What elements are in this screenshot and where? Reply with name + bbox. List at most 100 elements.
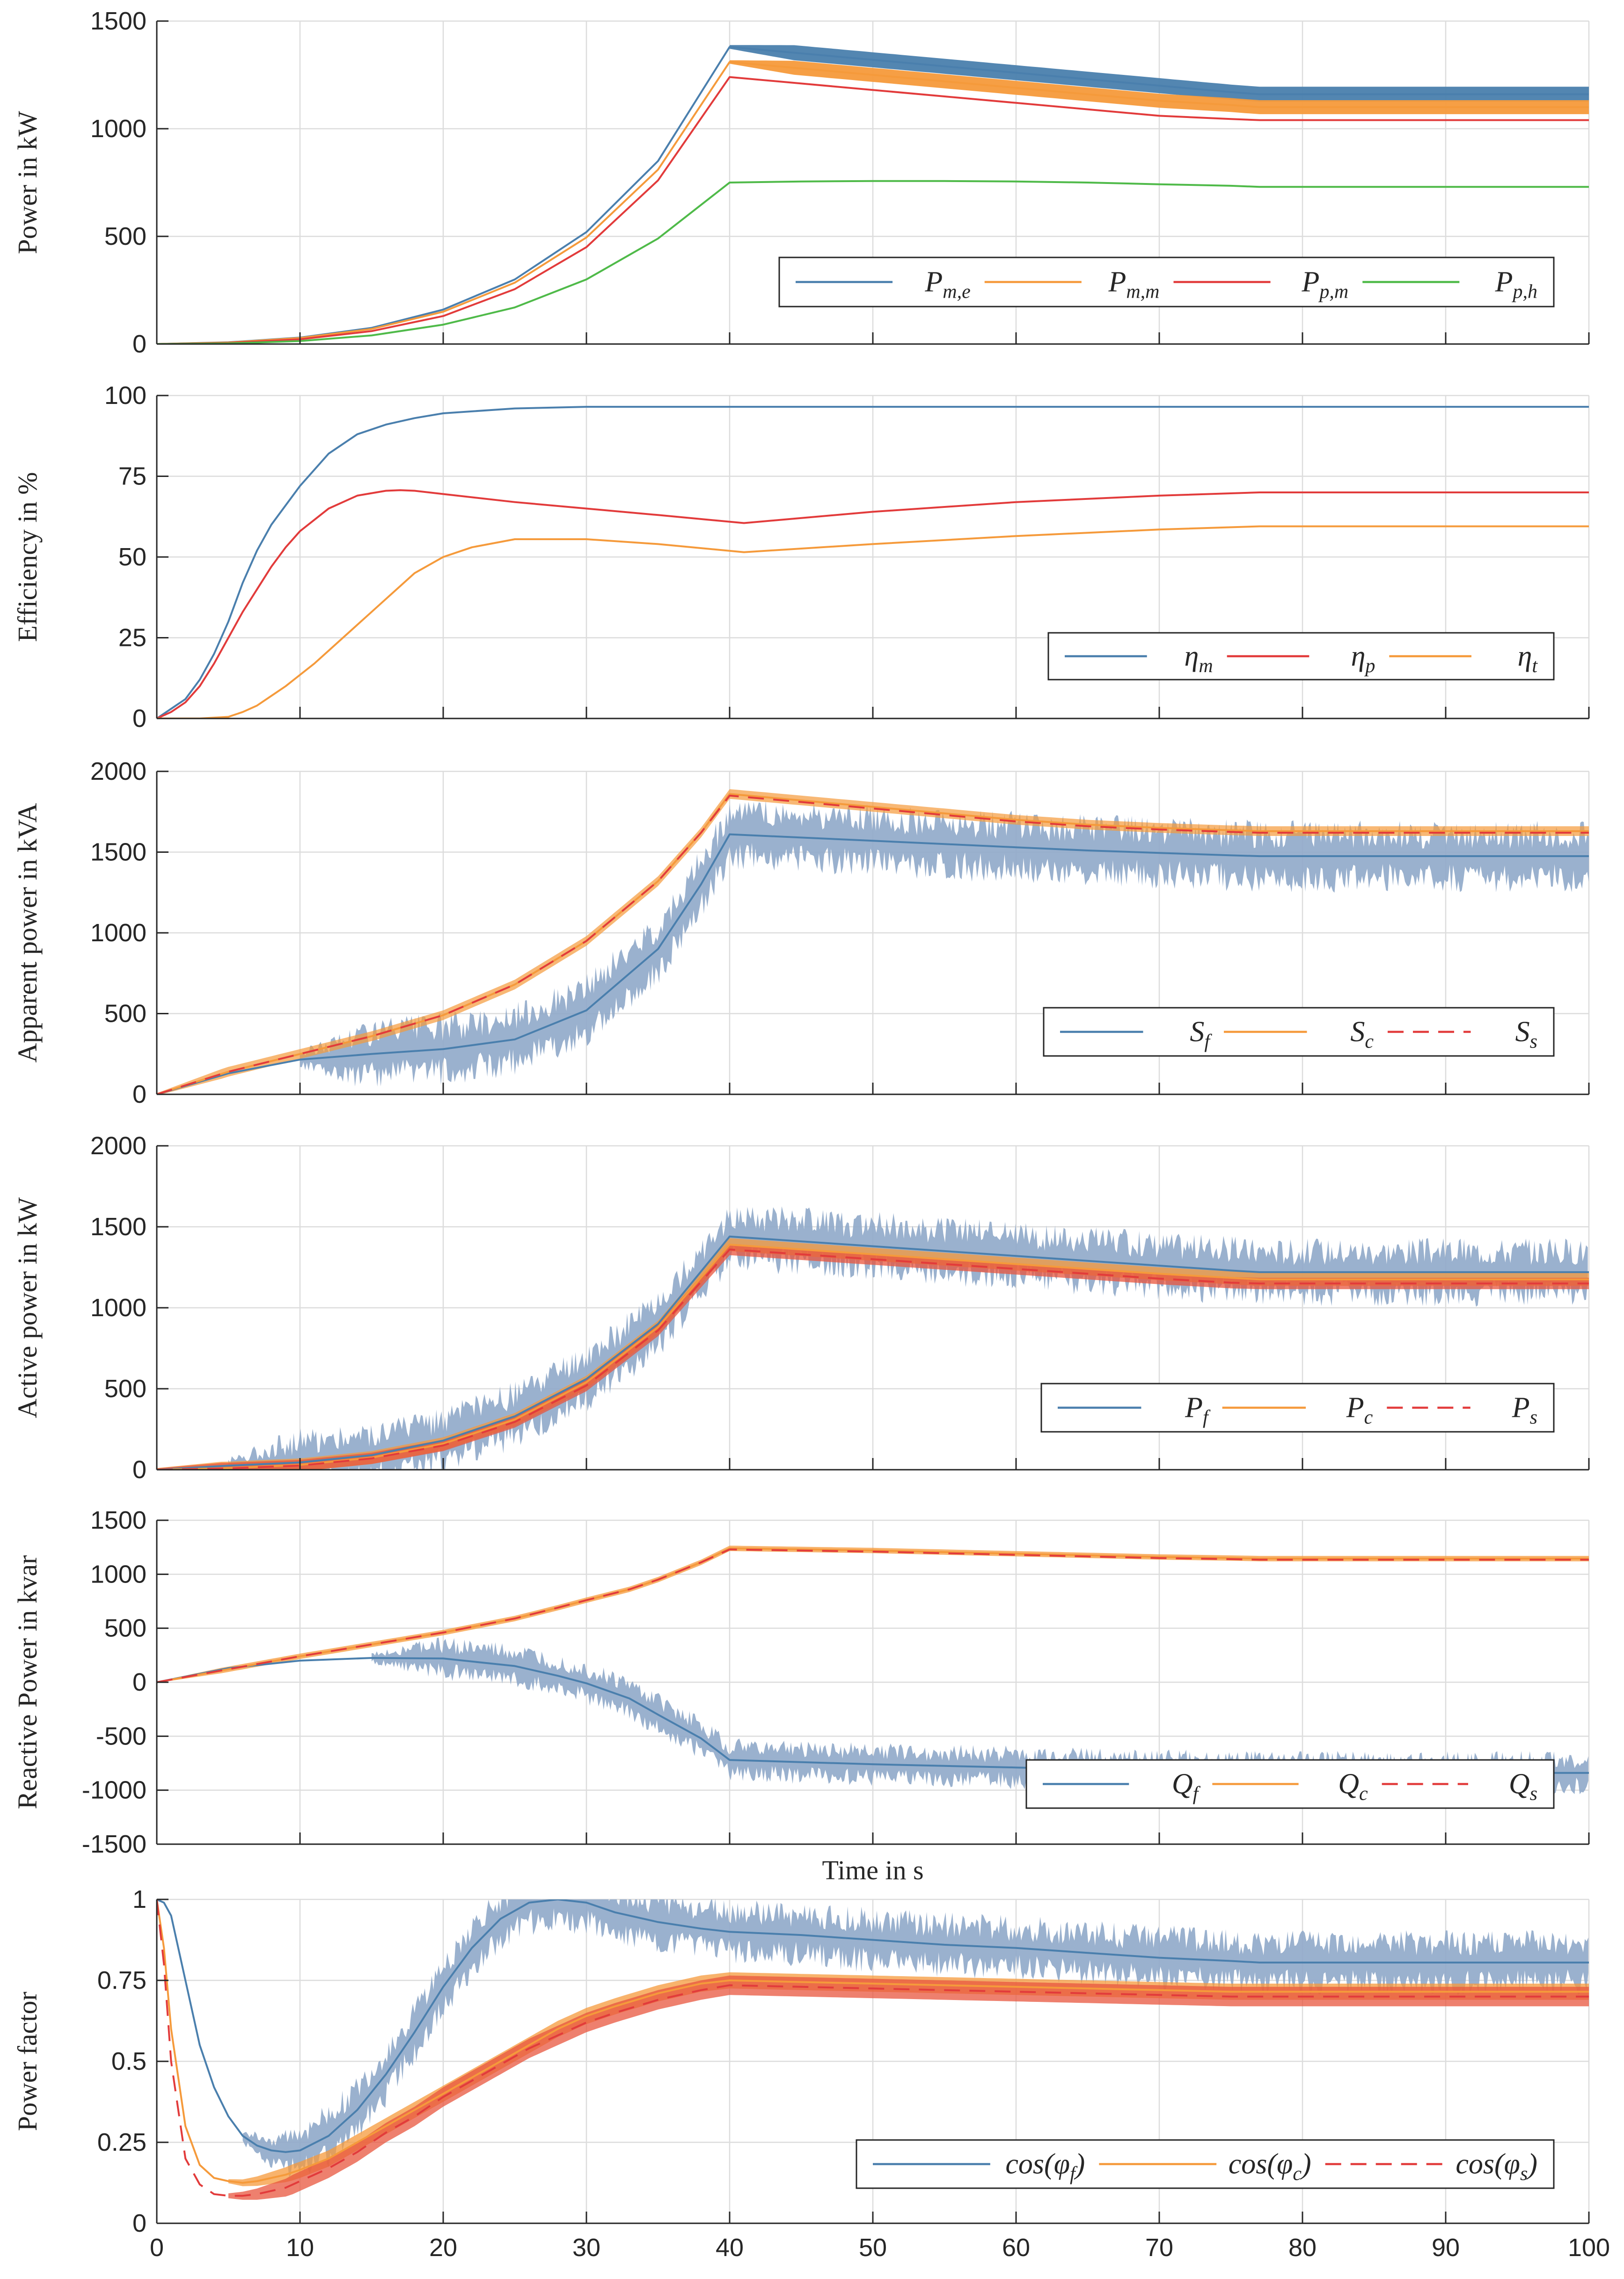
- series-line-1: [157, 406, 1589, 718]
- legend-label-2: Qc: [1338, 1768, 1368, 1805]
- y-tick-label: 0: [132, 704, 146, 733]
- legend-label-2: Pm,m: [1108, 266, 1159, 303]
- y-tick-label: -1500: [82, 1830, 146, 1858]
- y-tick-label: 1500: [90, 7, 146, 35]
- series-line-4: [157, 180, 1589, 344]
- series-line-3: [157, 76, 1589, 344]
- series-line-1: [157, 1235, 1589, 1470]
- legend-label-1: Pm,e: [924, 266, 970, 303]
- y-tick-label: 500: [104, 1375, 146, 1403]
- series-band-1: [372, 1637, 1588, 1795]
- y-axis-label: Active power in kW: [12, 1197, 43, 1418]
- series-layer: [157, 1206, 1589, 1470]
- x-tick-label: 90: [1432, 2234, 1460, 2262]
- legend-label-2: ηp: [1351, 640, 1375, 677]
- y-tick-label: -1000: [82, 1776, 146, 1804]
- legend-label-1: cos(φf): [1005, 2148, 1085, 2185]
- y-tick-label: 0: [132, 1456, 146, 1484]
- y-tick-label: 0: [132, 1668, 146, 1696]
- x-tick-label: 50: [859, 2234, 887, 2262]
- series-line-2: [157, 489, 1589, 718]
- legend-label-1: ηm: [1185, 640, 1213, 677]
- series-line-2: [157, 793, 1589, 1094]
- series-band-1: [730, 45, 1589, 102]
- legend: Pm,e Pm,m Pp,m Pp,h: [778, 256, 1555, 308]
- series-line-1: [157, 46, 1589, 344]
- y-tick-label: 75: [118, 462, 146, 491]
- y-tick-label: 1: [132, 1885, 146, 1913]
- legend-label-3: ηt: [1518, 640, 1538, 677]
- legend: cos(φf) cos(φc) cos(φs): [856, 2139, 1555, 2189]
- legend-label-2: cos(φc): [1229, 2148, 1311, 2185]
- legend: Sf Sc Ss: [1043, 1007, 1555, 1057]
- x-axis-label: Time in s: [822, 1855, 923, 1885]
- y-tick-label: 0: [132, 1080, 146, 1108]
- y-tick-label: 1000: [90, 919, 146, 947]
- y-tick-label: 1000: [90, 1560, 146, 1588]
- legend-label-3: Pp,m: [1302, 266, 1349, 303]
- x-tick-label: 80: [1288, 2234, 1317, 2262]
- chart-panel-1: 0 500 1000 1500 Power in kW Pm,e Pm,m Pp,m Pp,h: [12, 7, 1590, 358]
- series-line-2: [157, 1244, 1589, 1470]
- legend: Pf Pc Ps: [1040, 1383, 1555, 1433]
- series-line-3: [157, 1248, 1589, 1470]
- x-tick-label: 100: [1568, 2234, 1610, 2262]
- chart-panel-2: 0 25 50 75 100 Efficiency in % ηm ηp ηt: [12, 381, 1590, 733]
- series-layer: [157, 789, 1589, 1094]
- series-line-2: [157, 61, 1589, 344]
- chart-panel-5: -1500 -1000 -500 0 500 1000 1500 Reactive Power…: [12, 1506, 1590, 1885]
- legend-label-2: Pc: [1346, 1392, 1373, 1429]
- series-layer: [157, 406, 1589, 718]
- y-axis-label: Power factor: [12, 1992, 43, 2131]
- y-tick-label: 1500: [90, 1213, 146, 1241]
- y-tick-label: 1500: [90, 838, 146, 866]
- y-tick-label: 2000: [90, 757, 146, 785]
- series-line-3: [157, 1548, 1589, 1683]
- x-tick-label: 70: [1145, 2234, 1173, 2262]
- chart-panel-3: 0 500 1000 1500 2000 Apparent power in kVA Sf S…: [12, 757, 1590, 1108]
- x-tick-label: 0: [150, 2234, 164, 2262]
- y-tick-label: 0.5: [111, 2047, 146, 2075]
- x-tick-label: 40: [716, 2234, 744, 2262]
- y-tick-label: 1000: [90, 1294, 146, 1322]
- series-band-1: [300, 800, 1589, 1087]
- y-axis-label: Apparent power in kVA: [12, 803, 43, 1063]
- series-line-3: [157, 525, 1589, 718]
- y-tick-label: 500: [104, 1000, 146, 1028]
- y-tick-label: 1500: [90, 1506, 146, 1534]
- y-tick-label: 25: [118, 624, 146, 652]
- series-band-2: [730, 60, 1589, 114]
- x-tick-label: 60: [1002, 2234, 1030, 2262]
- legend: Qf Qc Qs: [1025, 1759, 1555, 1809]
- legend-label-3: Ps: [1512, 1392, 1537, 1429]
- y-tick-label: 0.75: [97, 1966, 146, 1994]
- y-tick-label: 0.25: [97, 2128, 146, 2156]
- x-tick-label: 10: [286, 2234, 314, 2262]
- y-axis-label: Efficiency in %: [12, 472, 43, 642]
- x-tick-label: 30: [572, 2234, 600, 2262]
- legend: ηm ηp ηt: [1047, 632, 1555, 681]
- legend-label-3: Ss: [1515, 1016, 1537, 1053]
- y-tick-label: 0: [132, 330, 146, 358]
- y-tick-label: 100: [104, 381, 146, 410]
- series-line-1: [157, 833, 1589, 1094]
- y-tick-label: 2000: [90, 1132, 146, 1160]
- y-tick-label: 500: [104, 1614, 146, 1642]
- series-band-3: [228, 1975, 1589, 2200]
- series-layer: [157, 45, 1589, 344]
- y-axis-label: Power in kW: [12, 111, 43, 254]
- series-band-1: [242, 1899, 1588, 2177]
- y-axis-label: Reactive Power in kvar: [12, 1555, 43, 1810]
- legend-label-4: Pp,h: [1495, 266, 1537, 303]
- series-line-2: [157, 1899, 1589, 2184]
- y-tick-label: 500: [104, 222, 146, 250]
- y-tick-label: -500: [96, 1722, 146, 1750]
- series-line-1: [157, 1899, 1589, 2153]
- legend-label-3: cos(φs): [1456, 2148, 1537, 2185]
- y-tick-label: 50: [118, 543, 146, 571]
- legend-label-3: Qs: [1509, 1768, 1537, 1805]
- y-tick-label: 0: [132, 2209, 146, 2237]
